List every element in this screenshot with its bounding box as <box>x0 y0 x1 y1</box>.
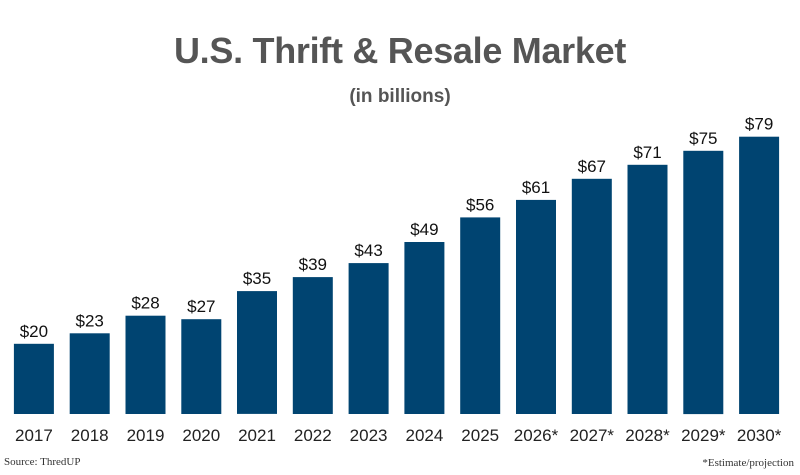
x-tick-label: 2018 <box>71 426 109 445</box>
bar-2019 <box>125 315 166 414</box>
bar-value-label: $61 <box>522 178 550 197</box>
bar-value-label: $67 <box>578 157 606 176</box>
bar-2027 <box>571 178 612 414</box>
bar-2021 <box>237 291 277 414</box>
bar-2026 <box>516 199 556 414</box>
x-tick-label: 2017 <box>15 426 53 445</box>
bar-2030 <box>739 136 780 414</box>
bar-2023 <box>348 263 389 414</box>
bar-value-label: $56 <box>466 195 494 214</box>
bar-value-label: $23 <box>76 311 104 330</box>
x-tick-label: 2020 <box>182 426 220 445</box>
x-tick-label: 2022 <box>294 426 332 445</box>
x-tick-label: 2027* <box>570 426 615 445</box>
bar-2024 <box>404 242 445 414</box>
bar-value-label: $43 <box>354 241 382 260</box>
chart-subtitle: (in billions) <box>349 86 451 107</box>
bar-value-label: $20 <box>20 322 48 341</box>
bar-value-label: $71 <box>633 143 661 162</box>
bar-2022 <box>292 277 333 414</box>
bar-2028 <box>627 164 668 414</box>
chart-title: U.S. Thrift & Resale Market <box>173 30 627 71</box>
bar-value-label: $49 <box>410 220 438 239</box>
x-tick-label: 2028* <box>625 426 670 445</box>
bar-value-label: $28 <box>131 294 159 313</box>
bar-2029 <box>683 150 724 415</box>
x-tick-label: 2021 <box>238 426 276 445</box>
bar-value-label: $39 <box>299 255 327 274</box>
x-tick-label: 2019 <box>127 426 165 445</box>
bar-value-label: $27 <box>187 297 215 316</box>
bar-value-label: $75 <box>689 129 717 148</box>
x-tick-label: 2025 <box>461 426 499 445</box>
bar-2025 <box>460 217 501 414</box>
bar-value-label: $79 <box>745 115 773 134</box>
x-tick-label: 2023 <box>350 426 388 445</box>
x-tick-label: 2029* <box>681 426 726 445</box>
bar-2017 <box>13 343 54 414</box>
bar-value-label: $35 <box>243 269 271 288</box>
x-tick-label: 2026* <box>514 426 559 445</box>
x-tick-label: 2024 <box>405 426 443 445</box>
x-tick-label: 2030* <box>737 426 782 445</box>
bar-2020 <box>181 319 222 414</box>
source-note: Source: ThredUP <box>4 456 81 468</box>
estimate-note: *Estimate/projection <box>702 457 794 469</box>
bar-2018 <box>69 333 110 414</box>
